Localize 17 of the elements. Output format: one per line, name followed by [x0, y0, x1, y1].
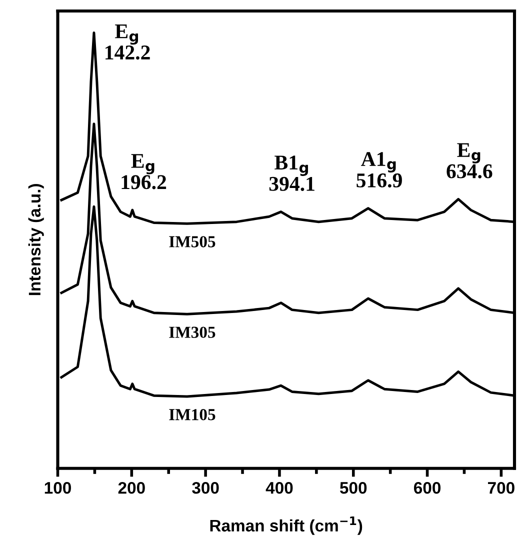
x-tick-label: 500	[340, 482, 367, 494]
series-label: IM105	[169, 409, 216, 420]
annotation: E$_{g}$ 196.2	[122, 154, 166, 190]
x-axis-title: Raman shift (cm$^{−1}$)	[210, 516, 362, 535]
annotation: E$_{g}$ 142.2	[106, 24, 150, 60]
x-tick-label: 100	[44, 482, 71, 494]
x-tick-label: 300	[192, 482, 219, 494]
annotation: E$_{g}$ 634.6	[446, 143, 492, 178]
series-label: IM505	[169, 236, 216, 248]
x-tick-label: 700	[488, 482, 514, 494]
annotation: B1$_{g}$ 394.1	[269, 156, 314, 191]
x-tick-label: 600	[414, 482, 441, 494]
x-tick-label: 200	[118, 482, 145, 494]
x-tick-label: 400	[266, 482, 293, 494]
series-label: IM305	[169, 326, 216, 338]
annotation: A1$_{g}$ 516.9	[356, 152, 402, 188]
y-axis-title: Intensity (a.u.)	[28, 184, 44, 296]
